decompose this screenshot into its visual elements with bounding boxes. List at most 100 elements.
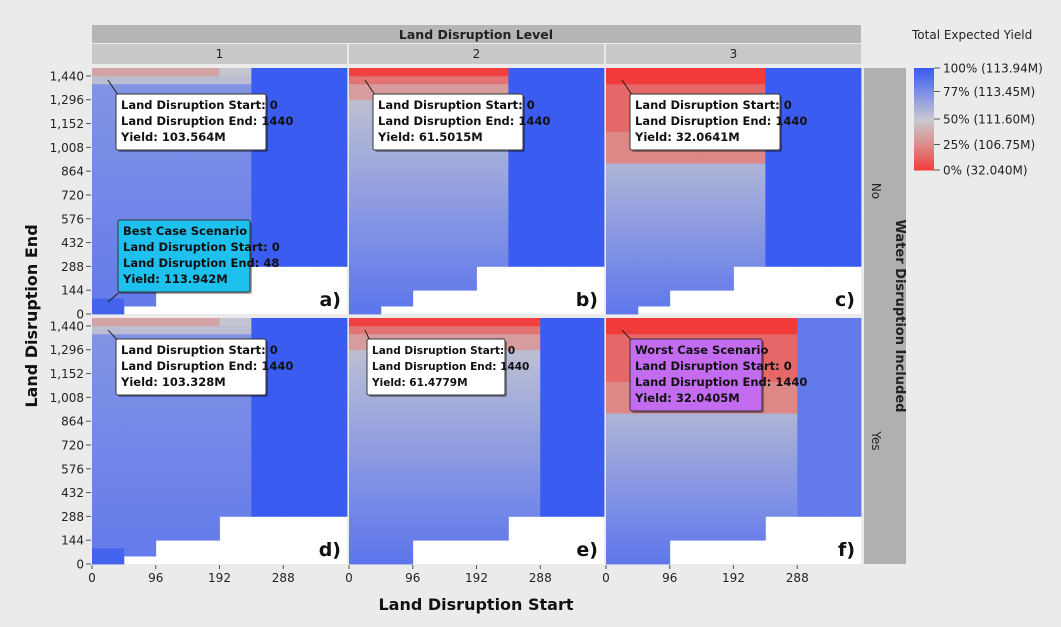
legend-gradient-slice [914,159,934,162]
heatmap-cell [765,75,798,85]
heatmap-cell [92,333,125,343]
heatmap-cell [701,274,734,283]
legend-gradient-slice [914,142,934,145]
heatmap-cell [572,492,605,501]
heatmap-cell [572,452,605,462]
callout-text: Land Disruption Start: 0 [123,240,280,254]
heatmap-cell [251,123,284,132]
heatmap-cell [92,179,125,188]
heatmap-cell [669,532,703,541]
heatmap-cell [123,413,157,422]
heatmap-cell [380,460,414,470]
heatmap-cell [412,508,446,517]
heatmap-cell [476,429,509,438]
heatmap-cell [92,341,125,351]
heatmap-cell [701,325,734,335]
heatmap-cell [606,492,639,501]
heatmap-cell [251,389,284,398]
heatmap-cell [92,306,125,315]
heatmap-cell [123,83,157,93]
heatmap-cell [187,155,220,164]
heatmap-cell [380,333,414,343]
heatmap-cell [444,452,477,462]
heatmap-cell [92,163,125,172]
heatmap-cell [765,115,798,124]
heatmap-cell [669,325,703,335]
heatmap-cell [606,250,639,259]
heatmap-cell [572,468,605,478]
heatmap-cell [349,306,382,315]
heatmap-cell [765,179,798,188]
heatmap-cell [349,349,382,359]
heatmap-cell [349,107,382,117]
heatmap-cell [92,194,125,204]
heatmap-cell [92,187,125,196]
legend-gradient-slice [914,93,934,96]
heatmap-cell [283,476,316,486]
heatmap-cell [92,548,125,557]
heatmap-cell [637,163,671,172]
heatmap-cell [155,444,189,454]
heatmap-cell [251,365,284,374]
heatmap-cell [733,325,766,335]
heatmap-cell [765,202,798,212]
x-tick-label: 96 [405,571,420,585]
heatmap-cell [829,421,862,430]
heatmap-cell [572,218,605,228]
heatmap-cell [733,258,766,267]
heatmap-cell [283,508,316,517]
heatmap-cell [701,147,734,156]
heatmap-cell [829,250,862,259]
heatmap-cell [765,500,798,509]
heatmap-cell [669,492,703,501]
heatmap-cell [123,187,157,196]
heatmap-cell [540,397,573,406]
heatmap-cell [508,508,541,517]
heatmap-cell [283,444,316,454]
heatmap-cell [155,187,189,196]
legend-gradient-slice [914,90,934,93]
heatmap-cell [251,163,284,172]
heatmap-cell [765,171,798,180]
heatmap-cell [187,437,220,446]
heatmap-cell [155,397,189,406]
heatmap-cell [572,123,605,132]
heatmap-cell [637,274,671,283]
y-tick-label: 144 [61,284,84,298]
heatmap-cell [123,194,157,204]
legend-gradient-slice [914,96,934,100]
heatmap-cell [219,194,252,204]
heatmap-cell [637,421,671,430]
heatmap-cell [637,179,671,188]
heatmap-cell [92,492,125,501]
column-facet-label: 2 [473,47,481,61]
heatmap-cell [251,413,284,422]
heatmap-cell [540,218,573,228]
heatmap-cell [540,373,573,382]
heatmap-cell [701,75,734,85]
heatmap-cell [380,274,414,283]
heatmap-cell [283,389,316,398]
heatmap-cell [123,492,157,501]
heatmap-cell [349,274,382,283]
callout-text: Worst Case Scenario [635,343,769,357]
heatmap-cell [508,107,541,117]
heatmap-cell [349,357,382,367]
heatmap-cell [701,226,734,236]
heatmap-cell [572,397,605,406]
heatmap-cell [251,333,284,343]
heatmap-cell [606,306,639,315]
heatmap-cell [349,202,382,212]
heatmap-cell [765,429,798,438]
y-tick-label: 288 [61,260,84,274]
heatmap-cell [637,516,671,525]
heatmap-cell [380,540,414,549]
legend-gradient-slice [914,74,934,77]
heatmap-cell [444,147,477,156]
heatmap-cell [349,131,382,140]
heatmap-cell [380,75,414,85]
heatmap-cell [380,437,414,446]
heatmap-cell [219,460,252,470]
callout-text: Land Disruption End: 1440 [635,375,807,389]
heatmap-cell [508,187,541,196]
